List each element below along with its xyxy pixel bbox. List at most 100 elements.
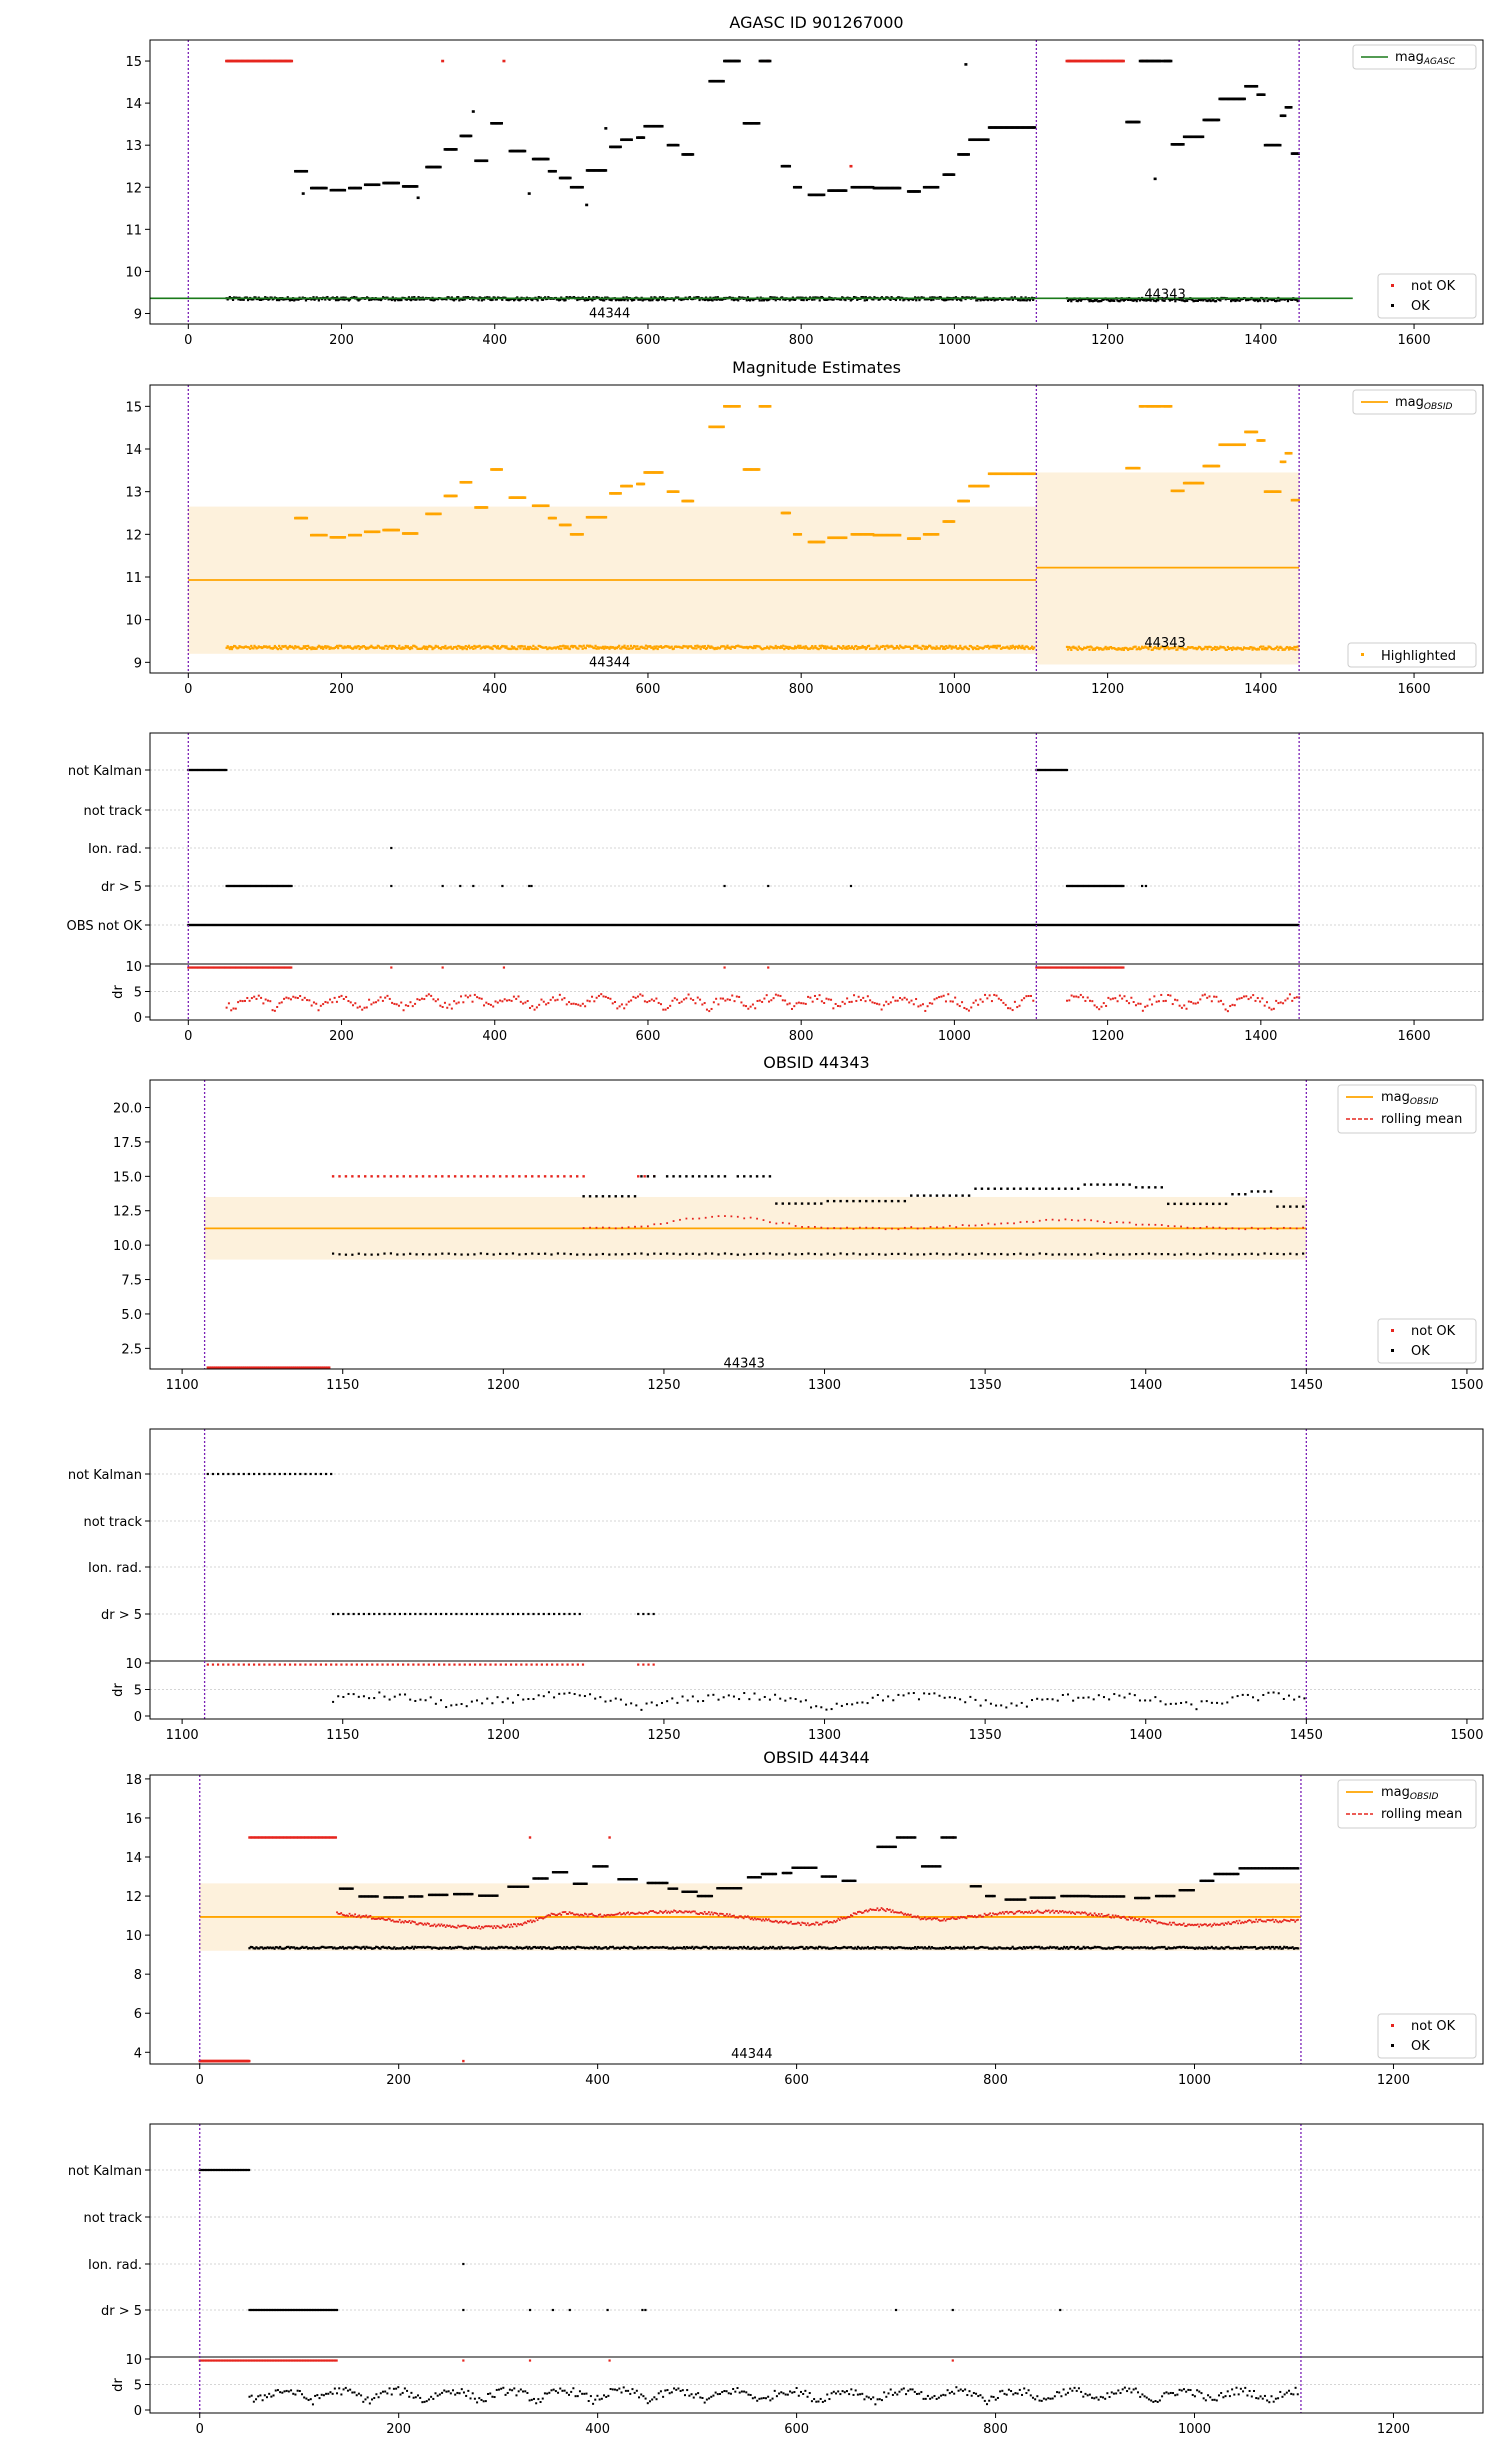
flag-point [1068,884,1071,888]
highlight-point [444,644,447,648]
highlight-point [1218,647,1221,650]
highlight-point [799,644,802,647]
highlight-point [841,647,844,650]
y-tick-label: 10 [125,614,142,629]
y-tick-label: 13 [125,486,142,501]
flag-point [197,768,200,772]
flag-point [211,768,214,772]
dr-point [269,966,272,969]
highlight-point [234,645,237,648]
highlight-point [766,645,769,648]
x-tick-label: 0 [184,682,192,697]
highlight-point [580,645,583,648]
highlight-point [483,646,487,650]
highlight-point [401,646,404,649]
ok-point [471,296,474,299]
highlight-point [625,647,628,650]
highlight-point [726,644,729,647]
ok-point [1234,299,1237,303]
ok-point [1276,299,1279,302]
flag-label: not track [83,804,142,819]
flag-point [229,884,232,888]
flag-point [1048,768,1051,772]
highlight-point [759,646,762,650]
ok-point [629,138,633,142]
highlight-point [991,646,994,649]
dr-point [286,966,289,969]
ok-point [1139,298,1143,301]
flag-point [199,768,202,772]
highlight-point [377,645,381,648]
highlight-point [294,645,297,648]
ok-point [1204,298,1207,301]
dr-point [1059,966,1062,969]
ok-point [966,153,970,156]
highlight-point [645,647,649,650]
flag-point [1103,884,1107,888]
flag-point [219,768,222,772]
highlight-point [390,647,393,650]
ok-point [433,298,436,302]
highlight-point [681,646,684,650]
dr-point [204,966,207,969]
ok-point [1079,299,1083,302]
dr-point [1046,966,1049,969]
highlight-point [660,471,664,474]
highlight-point [952,520,956,523]
highlight-point [1093,648,1096,651]
highlight-point [876,645,879,648]
flag-point [280,884,283,888]
dr-point [1073,966,1076,969]
ok-point [297,298,300,301]
highlight-point [814,645,817,648]
dr-point [270,966,273,969]
ok-point [304,299,308,302]
dr-point [1052,966,1055,969]
highlight-point [1026,646,1029,649]
ok-point [1242,97,1246,101]
highlight-point [1105,648,1108,651]
flag-point [261,884,264,888]
flag-point [1075,884,1078,888]
dr-point [292,995,295,998]
ok-point [252,298,255,301]
flag-point [279,884,282,888]
highlight-point [467,644,471,647]
dr-point [1089,966,1092,969]
ok-point [454,148,458,151]
ok-point [1208,298,1211,301]
dr-point [1057,966,1060,969]
ok-point [931,296,934,299]
highlight-point [1159,646,1162,650]
dr-point [1068,966,1071,969]
highlight-point [226,645,229,648]
highlight-point [768,405,772,408]
flag-point [1063,768,1066,772]
dr-point [194,966,197,969]
highlight-point [977,647,980,651]
ok-point [758,299,761,302]
ok-point [328,298,331,301]
highlight-point [359,533,363,537]
flag-point [1076,884,1080,888]
highlight-point [415,646,418,649]
highlight-point [383,647,386,650]
highlight-point [822,646,826,650]
dr-point [1084,966,1087,969]
highlight-point [618,644,621,647]
highlight-point [532,644,535,647]
ok-point [544,296,547,299]
highlight-point [577,647,580,650]
dr-point [252,966,255,969]
flag-point [1046,768,1049,772]
highlight-point [752,647,755,650]
flag-point [269,884,272,888]
x-tick-label: 1600 [1398,333,1431,348]
highlight-point [454,494,458,498]
highlight-point [324,533,328,537]
highlight-point [342,647,345,650]
ok-point [688,296,692,299]
highlight-point [324,645,327,648]
dr-point [1036,966,1039,969]
